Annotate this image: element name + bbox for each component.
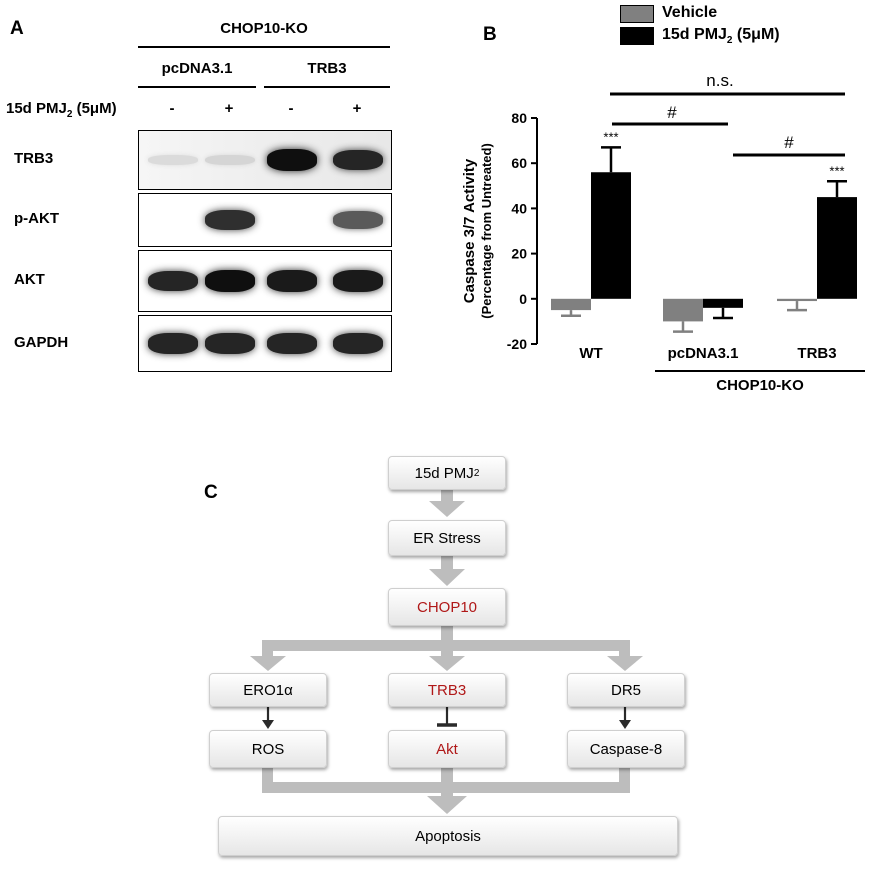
y-tick-label: 60 [511,155,527,171]
chop10ko-header: CHOP10-KO [220,20,308,37]
bar [663,298,703,322]
bar [817,197,857,299]
blot-label: AKT [14,271,45,288]
blot-membrane [138,250,392,312]
blot-band [205,154,255,166]
significance-stars: *** [829,163,844,178]
blot-band [267,149,317,171]
blot-membrane [138,315,392,372]
bar [591,172,631,299]
blot-band [267,270,317,292]
node-akt: Akt [388,730,506,768]
blot-band [205,270,255,292]
blot-band [148,270,198,292]
blot-membrane [138,130,392,190]
treatment-sign: - [288,100,294,117]
ns-label: n.s. [706,71,733,90]
y-tick-label: -20 [507,336,527,352]
caspase-bar-chart: -20 0 20 40 60 80 Caspase 3/7 Activity (Percent… [461,71,865,394]
legend-label-treatment: 15d PMJ2 (5μM) [662,26,780,47]
blot-band [148,154,198,166]
treatment-sign: + [224,100,234,117]
x-tick-label: TRB3 [797,345,836,362]
y-axis-label: (Percentage from Untreated) [479,143,494,319]
x-tick-label: WT [579,345,602,362]
treatment-sign: + [352,100,362,117]
bar [777,298,817,302]
subgroup-trb3: TRB3 [307,60,347,77]
blot-band [205,209,255,231]
blot-band [333,211,383,229]
subgroup-trb3-line [264,86,390,88]
treatment-label: 15d PMJ2 (5μM) [6,100,117,120]
y-tick-label: 20 [511,246,527,262]
blot-membrane [138,193,392,247]
legend-swatch-vehicle [620,5,654,23]
panel-a-letter: A [10,18,24,39]
blot-label: GAPDH [14,333,69,351]
significance-stars: *** [603,129,618,144]
treatment-sign: - [169,100,175,117]
x-tick-label: pcDNA3.1 [668,345,739,362]
legend-label-vehicle: Vehicle [662,4,718,21]
node-ero1a: ERO1α [209,673,327,707]
subgroup-pcdna: pcDNA3.1 [161,60,233,77]
legend-swatch-treatment [620,27,654,45]
blot-band [333,270,383,292]
subgroup-pcdna-line [138,86,256,88]
hash-label: # [667,103,677,122]
node-dr5: DR5 [567,673,685,707]
panel-c-letter: C [204,482,218,503]
blot-band [267,333,317,354]
node-15d-pmj2: 15d PMJ 2 [388,456,506,490]
panel-b-letter: B [483,24,497,45]
group-label: CHOP10-KO [716,377,804,394]
node-caspase-8: Caspase-8 [567,730,685,768]
chop10ko-header-line [138,46,390,48]
blot-band [333,149,383,171]
node-ros: ROS [209,730,327,768]
blot-label: p-AKT [14,210,59,227]
y-tick-label: 40 [511,200,527,216]
y-tick-label: 0 [519,291,527,307]
bar [703,298,743,308]
blot-band [205,333,255,354]
node-trb3: TRB3 [388,673,506,707]
blot-band [148,333,198,354]
bar [551,298,591,311]
node-chop10: CHOP10 [388,588,506,626]
node-apoptosis: Apoptosis [218,816,678,856]
blot-band [333,333,383,354]
hash-label: # [784,133,794,152]
blot-label: TRB3 [14,150,54,167]
y-axis-label: Caspase 3/7 Activity [461,158,478,303]
node-er-stress: ER Stress [388,520,506,556]
y-tick-label: 80 [511,110,527,126]
